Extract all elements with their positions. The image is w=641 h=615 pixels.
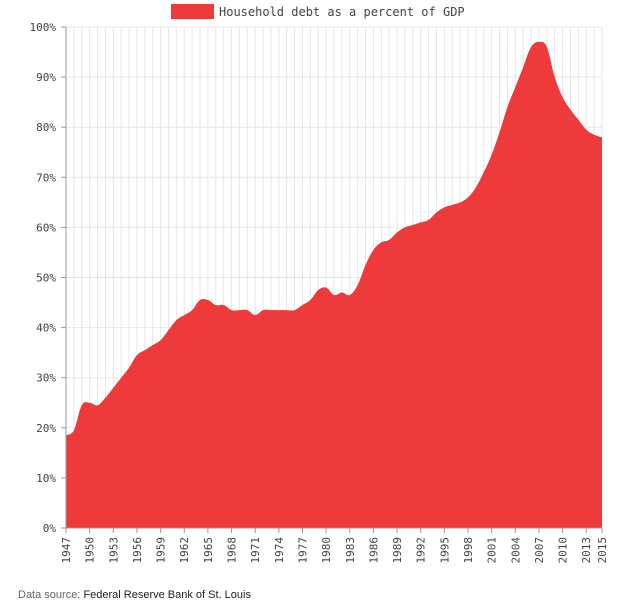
y-tick-label: 70% [36, 171, 56, 184]
y-tick-label: 100% [30, 21, 57, 34]
y-tick-label: 50% [36, 272, 56, 285]
x-tick-label: 1992 [415, 537, 428, 564]
x-tick-label: 2001 [486, 537, 499, 564]
x-tick-label: 1986 [367, 537, 380, 564]
x-tick-label: 1971 [249, 537, 262, 564]
data-source-note: Data source: Federal Reserve Bank of St.… [18, 589, 251, 601]
y-tick-label: 20% [36, 422, 56, 435]
legend-label[interactable]: Household debt as a percent of GDP [219, 5, 465, 19]
x-tick-label: 1956 [131, 537, 144, 564]
x-tick-label: 1947 [60, 537, 73, 564]
x-tick-label: 1989 [391, 537, 404, 564]
y-tick-label: 0% [43, 522, 57, 535]
y-tick-label: 40% [36, 322, 56, 335]
x-tick-label: 1980 [320, 537, 333, 564]
area-series-layer [66, 41, 602, 529]
y-tick-label: 90% [36, 71, 56, 84]
x-tick-label: 1974 [273, 537, 286, 564]
household-debt-area[interactable] [66, 41, 602, 529]
source-label: Data source: [18, 589, 81, 601]
x-tick-label: 1968 [226, 537, 239, 564]
x-tick-label: 1995 [438, 537, 451, 564]
y-tick-label: 10% [36, 472, 56, 485]
x-tick-label: 2010 [557, 537, 570, 564]
x-tick-label: 2007 [533, 537, 546, 564]
legend[interactable]: Household debt as a percent of GDP [171, 4, 465, 19]
x-tick-label: 2013 [580, 537, 593, 564]
x-tick-label: 1977 [296, 537, 309, 564]
x-tick-label: 1983 [344, 537, 357, 564]
source-name: Federal Reserve Bank of St. Louis [83, 589, 251, 601]
x-tick-label: 2004 [509, 537, 522, 564]
y-tick-label: 30% [36, 372, 56, 385]
legend-swatch[interactable] [171, 4, 214, 19]
x-tick-label: 1959 [155, 537, 168, 564]
x-tick-label: 1950 [84, 537, 97, 564]
y-tick-label: 80% [36, 121, 56, 134]
x-tick-label: 2015 [596, 537, 609, 564]
axes: 0% 10% 20% 30% 40% 50% 60% 70% 80% 90% 100% 1947 195… [30, 21, 610, 564]
x-tick-label: 1962 [178, 537, 191, 564]
y-tick-label: 60% [36, 221, 56, 234]
x-tick-label: 1965 [202, 537, 215, 564]
x-tick-label: 1953 [107, 537, 120, 564]
x-tick-label: 1998 [462, 537, 475, 564]
